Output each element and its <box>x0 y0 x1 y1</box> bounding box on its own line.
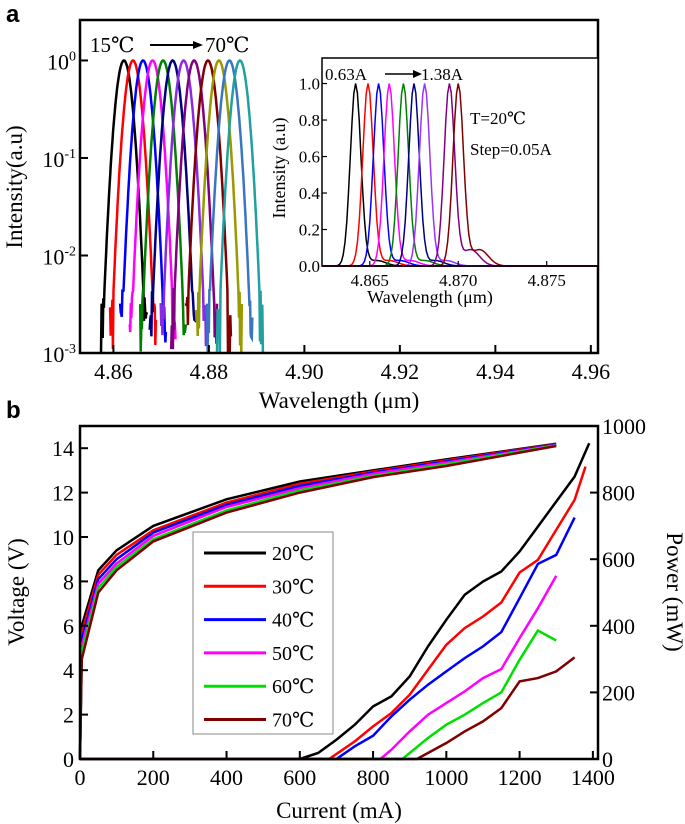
current-tick-label: 800 <box>357 765 390 790</box>
legend-label: 20℃ <box>272 543 314 565</box>
power-curve-40℃ <box>80 517 576 761</box>
power-curve-70℃ <box>80 656 576 761</box>
voltage-curve-60℃ <box>78 444 557 760</box>
main-x-axis-title: Wavelength (μm) <box>259 388 420 413</box>
power-axis-title: Power (mW) <box>662 532 685 651</box>
spectrum-curve-9 <box>194 59 244 354</box>
inset-x-tick-label: 4.875 <box>528 271 566 290</box>
legend-label: 70℃ <box>272 710 314 732</box>
main-y-axis-title: Intensity(a.u) <box>2 125 27 248</box>
current-end-label: 1.38A <box>421 65 464 84</box>
legend: 20℃ 30℃ 40℃ 50℃ 60℃ 70℃ <box>192 531 334 735</box>
current-tick-label: 0 <box>75 765 86 790</box>
power-tick-label: 400 <box>602 614 635 639</box>
inset-x-tick-label: 4.865 <box>351 271 389 290</box>
inset-y-tick-label: 0.2 <box>299 221 320 240</box>
voltage-curve-50℃ <box>78 443 557 760</box>
spectrum-curve-8 <box>184 59 233 354</box>
voltage-tick-label: 0 <box>63 747 74 772</box>
spectrum-curve-0 <box>99 59 149 354</box>
inset-frame <box>321 57 599 267</box>
main-x-tick-label: 4.90 <box>285 359 324 384</box>
main-y-tick-label: 10-3 <box>42 342 76 367</box>
main-x-tick-label: 4.86 <box>94 359 133 384</box>
main-x-tick-label: 4.88 <box>190 359 229 384</box>
power-tick-label: 800 <box>602 481 635 506</box>
main-x-tick-label: 4.96 <box>572 359 611 384</box>
power-tick-label: 600 <box>602 547 635 572</box>
power-curve-50℃ <box>80 575 558 761</box>
inset-y-tick-label: 0.6 <box>299 148 320 167</box>
legend-label: 40℃ <box>272 610 314 632</box>
spectra-main <box>99 59 265 354</box>
legend-label: 60℃ <box>272 676 314 698</box>
main-x-tick-label: 4.94 <box>476 359 515 384</box>
temperature-condition: T=20℃ <box>470 109 526 128</box>
spectrum-curve-11 <box>215 59 265 354</box>
voltage-tick-label: 8 <box>63 569 74 594</box>
temp-end-label: 70℃ <box>205 33 250 57</box>
current-tick-label: 200 <box>137 765 170 790</box>
inset-y-axis-title: Intensity (a.u) <box>269 118 290 219</box>
inset-y-tick-label: 0.0 <box>299 257 320 276</box>
voltage-tick-label: 4 <box>63 658 74 683</box>
current-tick-label: 600 <box>283 765 316 790</box>
legend-label: 30℃ <box>272 576 314 598</box>
current-arrow-head <box>413 70 422 78</box>
temp-start-label: 15℃ <box>90 33 135 57</box>
main-y-tick-label: 100 <box>47 49 76 74</box>
panel-label-a: a <box>6 1 20 28</box>
liv-curves <box>78 442 591 761</box>
temp-arrow-head <box>193 41 203 49</box>
voltage-curve-70℃ <box>78 444 557 760</box>
current-step: Step=0.05A <box>470 140 553 159</box>
main-x-tick-label: 4.92 <box>381 359 420 384</box>
legend-box <box>192 531 334 735</box>
main-y-tick-label: 10-2 <box>42 244 76 269</box>
legend-label: 50℃ <box>272 643 314 665</box>
current-tick-label: 1000 <box>424 765 468 790</box>
liv-axes-ticks: 0 200 400 600 800 1000 1200 1400024681012140200… <box>52 414 646 790</box>
inset-x-tick-label: 4.870 <box>439 271 477 290</box>
current-start-label: 0.63A <box>325 65 368 84</box>
spectrum-curve-7 <box>169 59 219 350</box>
panel-label-b: b <box>6 397 21 424</box>
voltage-axis-title: Voltage (V) <box>4 538 29 646</box>
power-curve-20℃ <box>80 442 591 761</box>
voltage-tick-label: 2 <box>63 703 74 728</box>
inset-y-tick-label: 0.4 <box>299 184 321 203</box>
spectrum-curve-10 <box>205 59 254 354</box>
inset-axes-ticks: 4.865 4.870 4.875 0.0 0.2 0.4 0.6 0.8 1.0 <box>299 75 566 290</box>
main-y-tick-label: 10-1 <box>42 147 76 172</box>
spectrum-curve-5 <box>148 59 197 337</box>
voltage-tick-label: 6 <box>63 614 74 639</box>
spectrum-curve-6 <box>159 59 208 347</box>
current-tick-label: 1400 <box>571 765 615 790</box>
main-axes-ticks: 4.86 4.88 4.90 4.92 4.94 4.96 100 10-1 10-2 10-3 <box>42 49 610 384</box>
inset-y-tick-label: 1.0 <box>299 75 320 94</box>
current-tick-label: 400 <box>210 765 243 790</box>
voltage-tick-label: 12 <box>52 481 74 506</box>
current-axis-title: Current (mA) <box>276 798 402 823</box>
power-tick-label: 1000 <box>602 414 646 439</box>
power-tick-label: 200 <box>602 680 635 705</box>
power-tick-label: 0 <box>602 747 613 772</box>
voltage-tick-label: 10 <box>52 525 74 550</box>
liv-plot-frame <box>78 424 600 761</box>
inset-y-tick-label: 0.8 <box>299 111 320 130</box>
inset-x-axis-title: Wavelength (μm) <box>367 287 493 308</box>
power-curve-60℃ <box>80 628 557 761</box>
voltage-tick-label: 14 <box>52 436 74 461</box>
power-curve-30℃ <box>80 466 587 761</box>
current-tick-label: 1200 <box>498 765 542 790</box>
